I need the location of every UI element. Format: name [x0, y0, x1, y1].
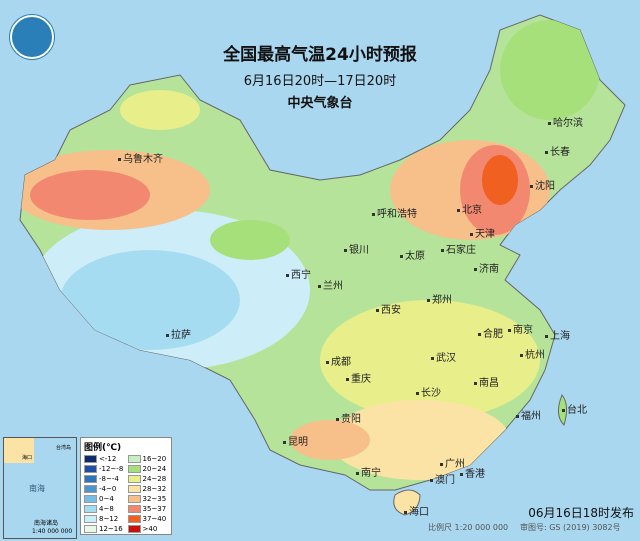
- publish-time: 06月16日18时发布: [528, 506, 634, 520]
- city-label: 杭州: [520, 346, 545, 361]
- inset-taiwan: 台湾岛: [56, 445, 72, 451]
- legend-swatch: [84, 485, 97, 493]
- legend-label: 8~12: [99, 515, 119, 523]
- city-label: 南昌: [474, 374, 499, 389]
- city-label: 香港: [460, 465, 485, 480]
- city-label: 成都: [326, 353, 351, 368]
- city-label: 银川: [344, 241, 369, 256]
- legend-swatch: [84, 475, 97, 483]
- legend-label: >40: [142, 525, 158, 533]
- legend-item: 37~40: [127, 514, 169, 524]
- legend-swatch: [127, 495, 141, 503]
- city-label: 武汉: [431, 349, 456, 364]
- legend-item: 12~16: [84, 524, 125, 534]
- legend-item: -4~0: [84, 484, 125, 494]
- inset-islands-label: 南海诸岛: [34, 520, 59, 527]
- agency-name: 中央气象台: [287, 96, 353, 111]
- inset-scale: 1:40 000 000: [32, 528, 73, 535]
- city-label: 南京: [508, 321, 533, 336]
- city-label: 海口: [404, 503, 429, 518]
- legend-swatch: [84, 465, 97, 473]
- legend-label: 20~24: [142, 465, 167, 473]
- inset-sea-label: 南海: [29, 484, 45, 493]
- city-label: 济南: [474, 260, 499, 275]
- legend-label: 35~37: [142, 505, 167, 513]
- map-approval-number: 审图号: GS (2019) 3082号: [520, 523, 621, 532]
- legend-title: 图例(℃): [84, 443, 122, 453]
- legend-item: 16~20: [127, 454, 169, 464]
- city-label: 石家庄: [441, 241, 476, 256]
- city-label: 台北: [562, 401, 587, 416]
- legend-item: 4~8: [84, 504, 125, 514]
- city-label: 西宁: [286, 266, 311, 281]
- legend-item: 8~12: [84, 514, 125, 524]
- legend-item: 20~24: [127, 464, 169, 474]
- city-label: 昆明: [283, 433, 308, 448]
- legend-label: 16~20: [142, 455, 167, 463]
- south-china-sea-inset: 南海 南海诸岛 1:40 000 000 海口 台湾岛: [3, 437, 77, 539]
- city-label: 北京: [457, 201, 482, 216]
- legend-item: 28~32: [127, 484, 169, 494]
- legend-swatch: [127, 465, 141, 473]
- legend-item: 32~35: [127, 494, 169, 504]
- city-label: 长春: [545, 143, 570, 158]
- legend-label: 37~40: [142, 515, 167, 523]
- city-label: 广州: [440, 455, 465, 470]
- legend-label: 12~16: [99, 525, 123, 533]
- legend-swatch: [127, 525, 141, 533]
- city-label: 南宁: [356, 464, 381, 479]
- city-label: 贵阳: [336, 410, 361, 425]
- legend-swatch: [127, 485, 141, 493]
- legend-item: 35~37: [127, 504, 169, 514]
- legend-label: 28~32: [142, 485, 167, 493]
- forecast-period: 6月16日20时—17日20时: [243, 74, 397, 89]
- city-label: 澳门: [430, 471, 455, 486]
- legend-swatch: [84, 495, 97, 503]
- inset-hainan: 海口: [22, 455, 33, 461]
- city-label: 兰州: [318, 277, 343, 292]
- legend-swatch: [84, 455, 97, 463]
- map-title: 全国最高气温24小时预报: [223, 45, 417, 65]
- legend-item: <-12: [84, 454, 125, 464]
- city-label: 拉萨: [166, 326, 191, 341]
- city-label: 太原: [400, 247, 425, 262]
- city-label: 呼和浩特: [372, 205, 417, 220]
- legend-swatch: [127, 515, 141, 523]
- city-label: 上海: [545, 327, 570, 342]
- city-label: 郑州: [427, 291, 452, 306]
- city-label: 长沙: [416, 384, 441, 399]
- legend-label: -4~0: [99, 485, 117, 493]
- legend-label: 24~28: [142, 475, 167, 483]
- city-label: 福州: [516, 407, 541, 422]
- city-label: 乌鲁木齐: [118, 150, 163, 165]
- legend-label: 4~8: [99, 505, 114, 513]
- legend-label: 0~4: [99, 495, 114, 503]
- map-scale: 比例尺 1:20 000 000: [428, 523, 509, 532]
- cma-logo: [10, 15, 54, 59]
- city-label: 西安: [376, 301, 401, 316]
- legend-swatch: [127, 475, 141, 483]
- city-label: 哈尔滨: [548, 114, 583, 129]
- legend-label: -12~-8: [99, 465, 124, 473]
- legend: 图例(℃) <-12 -12~-8 -8~-4 -4~0 0~4 4~8 8~12 12~16…: [80, 437, 172, 535]
- legend-label: 32~35: [142, 495, 167, 503]
- legend-item: 24~28: [127, 474, 169, 484]
- legend-label: <-12: [99, 455, 117, 463]
- legend-swatch: [84, 525, 97, 533]
- city-label: 沈阳: [530, 177, 555, 192]
- legend-swatch: [84, 505, 97, 513]
- legend-item: -8~-4: [84, 474, 125, 484]
- city-label: 合肥: [478, 325, 503, 340]
- city-label: 重庆: [346, 370, 371, 385]
- legend-item: 0~4: [84, 494, 125, 504]
- legend-swatch: [127, 505, 141, 513]
- legend-item: >40: [127, 524, 169, 534]
- legend-swatch: [127, 455, 141, 463]
- legend-label: -8~-4: [99, 475, 119, 483]
- city-label: 天津: [470, 225, 495, 240]
- legend-swatch: [84, 515, 97, 523]
- legend-item: -12~-8: [84, 464, 125, 474]
